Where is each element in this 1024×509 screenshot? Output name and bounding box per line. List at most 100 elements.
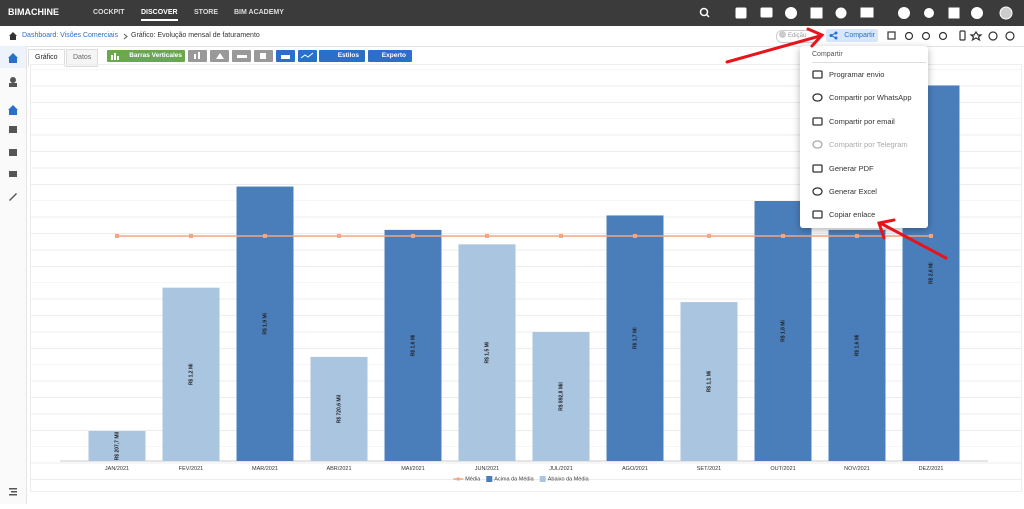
line-marker <box>485 233 489 238</box>
line-marker <box>781 233 785 238</box>
line-marker <box>263 233 267 238</box>
chart: JAN/2021 FEV/2021 MAR/2021 ABR/2021 MAI/2021… <box>60 85 988 482</box>
line-marker <box>189 233 193 238</box>
bar <box>310 356 368 461</box>
legend-swatch <box>539 476 546 482</box>
chart-type-button[interactable]: Barras Verticales <box>107 50 185 62</box>
bar <box>236 186 294 462</box>
value-label: R$ 1,1 Mi <box>706 370 712 392</box>
x-tick-label: NOV/2021 <box>844 466 870 472</box>
line-marker <box>929 233 933 238</box>
breadcrumb-link[interactable]: Dashboard: Visões Comerciais <box>22 32 118 39</box>
menu-icon <box>812 187 823 196</box>
line-marker <box>115 233 119 238</box>
menu-item-label: Compartir por Telegram <box>829 140 908 150</box>
menu-item-label: Generar PDF <box>829 163 874 173</box>
line-marker <box>633 233 637 238</box>
legend-swatch <box>456 477 460 481</box>
x-tick-label: SET/2021 <box>697 466 721 472</box>
x-tick-label: DEZ/2021 <box>919 466 944 472</box>
menu-item-label: Programar envio <box>829 70 885 79</box>
menu-icon <box>812 163 823 173</box>
x-tick-label: JUL/2021 <box>549 466 573 472</box>
menu-item[interactable]: Compartir por WhatsApp <box>800 86 928 109</box>
line-marker <box>411 233 415 238</box>
bar <box>606 215 664 461</box>
styles-button[interactable]: Estilos <box>319 50 365 62</box>
menu-item[interactable]: Copiar enlace <box>800 203 928 226</box>
x-tick-label: AGO/2021 <box>622 466 648 472</box>
legend-label: Abaixo da Média <box>548 476 590 482</box>
x-tick-label: OUT/2021 <box>770 466 795 472</box>
line-marker <box>707 233 711 238</box>
value-label: R$ 892,8 Mil <box>558 382 564 411</box>
line-marker <box>559 233 563 238</box>
menu-icon <box>812 117 823 126</box>
legend: Média Acima da Média Abaixo da Média <box>453 476 590 482</box>
menu-title: Compartir <box>812 51 843 58</box>
nav-item[interactable]: DISCOVER <box>141 9 178 21</box>
sidebar <box>0 46 27 504</box>
menu-item-label: Compartir por email <box>829 116 895 126</box>
line-marker <box>337 233 341 238</box>
menu-icon <box>812 210 823 220</box>
sidebar-icons[interactable] <box>0 46 26 504</box>
breadcrumb-current: Gráfico: Evolução mensal de faturamento <box>131 32 260 39</box>
line-marker <box>855 233 859 238</box>
bar-icon <box>111 53 119 60</box>
menu-item[interactable]: Programar envio <box>800 63 928 86</box>
menu-icon <box>812 93 823 103</box>
value-label: R$ 1,6 Mi <box>854 334 860 356</box>
bar <box>532 332 590 461</box>
chart-type-icons[interactable] <box>188 50 318 62</box>
bar <box>162 287 220 461</box>
home-icon[interactable] <box>8 31 18 41</box>
menu-icon <box>812 70 823 79</box>
top-bar: BIMACHINE COCKPIT DISCOVER STORE BIM ACA… <box>0 0 1024 26</box>
bar <box>384 229 442 461</box>
top-icons <box>699 6 1013 20</box>
menu-item[interactable]: Compartir por email <box>800 110 928 133</box>
legend-swatch <box>486 476 493 482</box>
expert-button[interactable]: Experto <box>368 50 412 62</box>
value-label: R$ 1,8 Mi <box>780 320 786 342</box>
menu-item[interactable]: Generar Excel <box>800 180 928 203</box>
bar <box>828 229 886 461</box>
menu-item-label: Compartir por WhatsApp <box>829 93 912 103</box>
x-tick-label: JUN/2021 <box>475 466 499 472</box>
menu-divider <box>812 62 926 63</box>
value-label: R$ 1,9 Mi <box>262 312 268 334</box>
x-tick-label: MAR/2021 <box>252 466 278 472</box>
x-tick-label: JAN/2021 <box>105 466 129 472</box>
edit-toggle[interactable]: Edição <box>776 30 818 43</box>
nav-item[interactable]: BIM ACADEMY <box>234 9 284 16</box>
value-label: R$ 207,7 Mil <box>114 431 120 460</box>
menu-item: Compartir por Telegram <box>800 133 928 156</box>
chevron <box>123 33 128 40</box>
breadcrumb-bar: Dashboard: Visões Comerciais Gráfico: Ev… <box>0 26 1024 47</box>
chart-actions[interactable] <box>886 30 1022 42</box>
value-label: R$ 720,6 Mil <box>336 394 342 423</box>
nav-item[interactable]: STORE <box>194 9 218 16</box>
logo[interactable]: BIMACHINE <box>8 7 59 17</box>
menu-item[interactable]: Generar PDF <box>800 157 928 180</box>
value-label: R$ 1,7 Mi <box>632 327 638 349</box>
value-label: R$ 1,6 Mi <box>410 334 416 356</box>
legend-label: Acima da Média <box>494 476 534 482</box>
edit-label: Edição <box>788 33 807 39</box>
bar <box>754 201 812 461</box>
x-tick-label: MAI/2021 <box>401 466 425 472</box>
menu-item-label: Copiar enlace <box>829 210 876 220</box>
bar <box>88 430 146 461</box>
nav-item[interactable]: COCKPIT <box>93 9 125 16</box>
bar <box>458 244 516 461</box>
value-label: R$ 1,5 Mi <box>484 341 490 363</box>
menu-item-label: Generar Excel <box>829 187 877 196</box>
legend-label: Média <box>465 476 481 482</box>
share-menu: Compartir Programar envio Compartir por W… <box>800 46 928 228</box>
x-tick-label: ABR/2021 <box>326 466 351 472</box>
value-label: R$ 2,6 Mi <box>928 262 934 284</box>
share-button[interactable]: Compartir <box>826 29 878 42</box>
value-label: R$ 1,2 Mi <box>188 363 194 385</box>
